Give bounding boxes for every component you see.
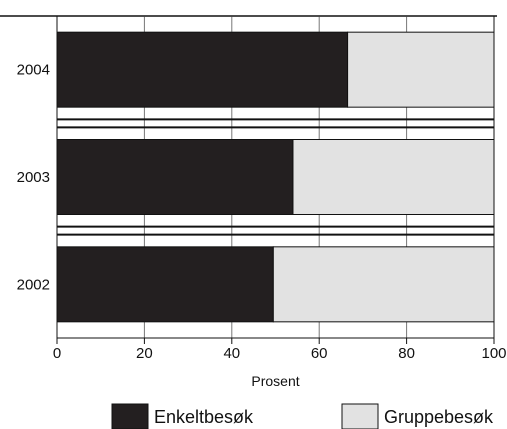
x-tick-label-40: 40	[223, 345, 240, 362]
y-tick-label-2004: 2004	[17, 62, 50, 79]
bar-2003-gruppebesok	[293, 140, 494, 215]
x-axis-title: Prosent	[251, 373, 299, 389]
bar-2002-gruppebesok	[273, 247, 494, 322]
legend-swatch-gruppebesok	[342, 404, 378, 429]
bar-2002-enkeltbesok	[57, 247, 273, 322]
y-tick-label-2003: 2003	[17, 169, 50, 186]
x-tick-label-20: 20	[136, 345, 153, 362]
legend-label-gruppebesok: Gruppebesøk	[384, 407, 494, 427]
y-tick-label-2002: 2002	[17, 276, 50, 293]
y-axis-labels: 2004 2003 2002	[17, 62, 50, 294]
bar-2004-gruppebesok	[348, 32, 494, 107]
x-tick-label-100: 100	[481, 345, 506, 362]
legend-swatch-enkeltbesok	[112, 404, 148, 429]
bar-2004-enkeltbesok	[57, 32, 348, 107]
x-tick-label-80: 80	[398, 345, 415, 362]
bars	[57, 32, 494, 322]
x-tick-label-0: 0	[53, 345, 61, 362]
legend-label-enkeltbesok: Enkeltbesøk	[154, 407, 254, 427]
bar-2003-enkeltbesok	[57, 140, 293, 215]
x-tick-label-60: 60	[311, 345, 328, 362]
legend: Enkeltbesøk Gruppebesøk	[112, 404, 494, 429]
x-axis-ticks: 0 20 40 60 80 100	[53, 338, 507, 362]
